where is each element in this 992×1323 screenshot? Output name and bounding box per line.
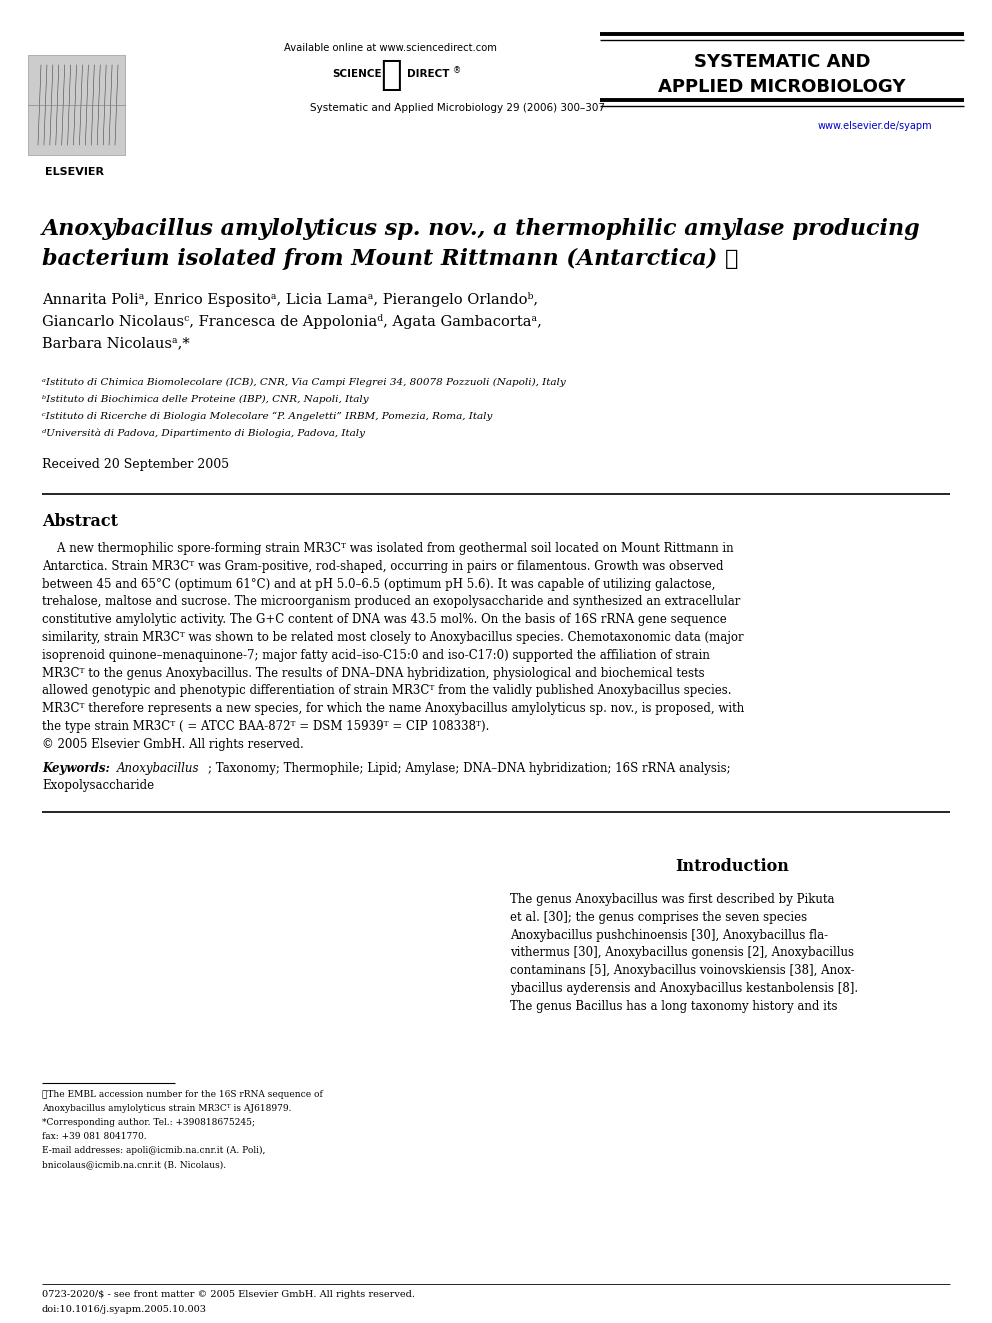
Text: ⓐ: ⓐ bbox=[380, 58, 402, 93]
Text: MR3Cᵀ to the genus Anoxybacillus. The results of DNA–DNA hybridization, physiolo: MR3Cᵀ to the genus Anoxybacillus. The re… bbox=[42, 667, 704, 680]
Text: Giancarlo Nicolausᶜ, Francesca de Appoloniaᵈ, Agata Gambacortaᵃ,: Giancarlo Nicolausᶜ, Francesca de Appolo… bbox=[42, 314, 542, 329]
Text: Introduction: Introduction bbox=[676, 859, 789, 875]
Text: Anoxybacillus amylolyticus sp. nov., a thermophilic amylase producing: Anoxybacillus amylolyticus sp. nov., a t… bbox=[42, 218, 921, 239]
Text: fax: +39 081 8041770.: fax: +39 081 8041770. bbox=[42, 1132, 147, 1140]
Text: www.elsevier.de/syapm: www.elsevier.de/syapm bbox=[817, 120, 932, 131]
Text: the type strain MR3Cᵀ ( = ATCC BAA-872ᵀ = DSM 15939ᵀ = CIP 108338ᵀ).: the type strain MR3Cᵀ ( = ATCC BAA-872ᵀ … bbox=[42, 720, 489, 733]
Text: APPLIED MICROBIOLOGY: APPLIED MICROBIOLOGY bbox=[659, 78, 906, 97]
Text: ELSEVIER: ELSEVIER bbox=[46, 167, 104, 177]
Text: bacterium isolated from Mount Rittmann (Antarctica) ☆: bacterium isolated from Mount Rittmann (… bbox=[42, 247, 738, 270]
Text: ®: ® bbox=[453, 66, 461, 75]
Text: The genus Anoxybacillus was first described by Pikuta: The genus Anoxybacillus was first descri… bbox=[510, 893, 834, 906]
Text: ᵈUniversità di Padova, Dipartimento di Biologia, Padova, Italy: ᵈUniversità di Padova, Dipartimento di B… bbox=[42, 429, 365, 438]
Text: ᵇIstituto di Biochimica delle Proteine (IBP), CNR, Napoli, Italy: ᵇIstituto di Biochimica delle Proteine (… bbox=[42, 396, 369, 404]
Text: Annarita Poliᵃ, Enrico Espositoᵃ, Licia Lamaᵃ, Pierangelo Orlandoᵇ,: Annarita Poliᵃ, Enrico Espositoᵃ, Licia … bbox=[42, 292, 538, 307]
Text: doi:10.1016/j.syapm.2005.10.003: doi:10.1016/j.syapm.2005.10.003 bbox=[42, 1304, 207, 1314]
Text: SCIENCE: SCIENCE bbox=[332, 69, 382, 79]
Text: Anoxybacillus pushchinoensis [30], Anoxybacillus fla-: Anoxybacillus pushchinoensis [30], Anoxy… bbox=[510, 929, 828, 942]
Text: Available online at www.sciencedirect.com: Available online at www.sciencedirect.co… bbox=[284, 44, 496, 53]
Text: trehalose, maltose and sucrose. The microorganism produced an exopolysaccharide : trehalose, maltose and sucrose. The micr… bbox=[42, 595, 740, 609]
Text: SYSTEMATIC AND: SYSTEMATIC AND bbox=[693, 53, 870, 71]
Text: contaminans [5], Anoxybacillus voinovskiensis [38], Anox-: contaminans [5], Anoxybacillus voinovski… bbox=[510, 964, 855, 978]
Text: allowed genotypic and phenotypic differentiation of strain MR3Cᵀ from the validl: allowed genotypic and phenotypic differe… bbox=[42, 684, 731, 697]
Text: Abstract: Abstract bbox=[42, 513, 118, 531]
Text: 0723-2020/$ - see front matter © 2005 Elsevier GmbH. All rights reserved.: 0723-2020/$ - see front matter © 2005 El… bbox=[42, 1290, 415, 1299]
Text: Anoxybacillus: Anoxybacillus bbox=[117, 762, 199, 775]
Text: E-mail addresses: apoli@icmib.na.cnr.it (A. Poli),: E-mail addresses: apoli@icmib.na.cnr.it … bbox=[42, 1146, 266, 1155]
Text: ⋆The EMBL accession number for the 16S rRNA sequence of: ⋆The EMBL accession number for the 16S r… bbox=[42, 1090, 322, 1099]
Bar bbox=[28, 56, 125, 155]
Text: et al. [30]; the genus comprises the seven species: et al. [30]; the genus comprises the sev… bbox=[510, 910, 807, 923]
Text: The genus Bacillus has a long taxonomy history and its: The genus Bacillus has a long taxonomy h… bbox=[510, 1000, 837, 1013]
Text: similarity, strain MR3Cᵀ was shown to be related most closely to Anoxybacillus s: similarity, strain MR3Cᵀ was shown to be… bbox=[42, 631, 744, 644]
Text: A new thermophilic spore-forming strain MR3Cᵀ was isolated from geothermal soil : A new thermophilic spore-forming strain … bbox=[42, 542, 734, 556]
Text: Barbara Nicolausᵃ,*: Barbara Nicolausᵃ,* bbox=[42, 336, 189, 351]
Text: Exopolysaccharide: Exopolysaccharide bbox=[42, 779, 154, 792]
Text: between 45 and 65°C (optimum 61°C) and at pH 5.0–6.5 (optimum pH 5.6). It was ca: between 45 and 65°C (optimum 61°C) and a… bbox=[42, 578, 715, 590]
Text: ; Taxonomy; Thermophile; Lipid; Amylase; DNA–DNA hybridization; 16S rRNA analysi: ; Taxonomy; Thermophile; Lipid; Amylase;… bbox=[208, 762, 731, 775]
Text: constitutive amylolytic activity. The G+C content of DNA was 43.5 mol%. On the b: constitutive amylolytic activity. The G+… bbox=[42, 613, 727, 626]
Text: Keywords:: Keywords: bbox=[42, 762, 110, 775]
Text: © 2005 Elsevier GmbH. All rights reserved.: © 2005 Elsevier GmbH. All rights reserve… bbox=[42, 738, 304, 750]
Text: ybacillus ayderensis and Anoxybacillus kestanbolensis [8].: ybacillus ayderensis and Anoxybacillus k… bbox=[510, 982, 858, 995]
Text: DIRECT: DIRECT bbox=[407, 69, 449, 79]
Text: vithermus [30], Anoxybacillus gonensis [2], Anoxybacillus: vithermus [30], Anoxybacillus gonensis [… bbox=[510, 946, 854, 959]
Text: isoprenoid quinone–menaquinone-7; major fatty acid–iso-C15:0 and iso-C17:0) supp: isoprenoid quinone–menaquinone-7; major … bbox=[42, 648, 710, 662]
Text: Systematic and Applied Microbiology 29 (2006) 300–307: Systematic and Applied Microbiology 29 (… bbox=[310, 103, 605, 112]
Text: Received 20 September 2005: Received 20 September 2005 bbox=[42, 458, 229, 471]
Text: Antarctica. Strain MR3Cᵀ was Gram-positive, rod-shaped, occurring in pairs or fi: Antarctica. Strain MR3Cᵀ was Gram-positi… bbox=[42, 560, 723, 573]
Text: bnicolaus@icmib.na.cnr.it (B. Nicolaus).: bnicolaus@icmib.na.cnr.it (B. Nicolaus). bbox=[42, 1160, 226, 1170]
Text: *Corresponding author. Tel.: +390818675245;: *Corresponding author. Tel.: +3908186752… bbox=[42, 1118, 255, 1127]
Text: ᶜIstituto di Ricerche di Biologia Molecolare “P. Angeletti” IRBM, Pomezia, Roma,: ᶜIstituto di Ricerche di Biologia Moleco… bbox=[42, 411, 492, 421]
Text: Anoxybacillus amylolyticus strain MR3Cᵀ is AJ618979.: Anoxybacillus amylolyticus strain MR3Cᵀ … bbox=[42, 1103, 292, 1113]
Text: MR3Cᵀ therefore represents a new species, for which the name Anoxybacillus amylo: MR3Cᵀ therefore represents a new species… bbox=[42, 703, 744, 716]
Text: ᵃIstituto di Chimica Biomolecolare (ICB), CNR, Via Campi Flegrei 34, 80078 Pozzu: ᵃIstituto di Chimica Biomolecolare (ICB)… bbox=[42, 378, 565, 388]
